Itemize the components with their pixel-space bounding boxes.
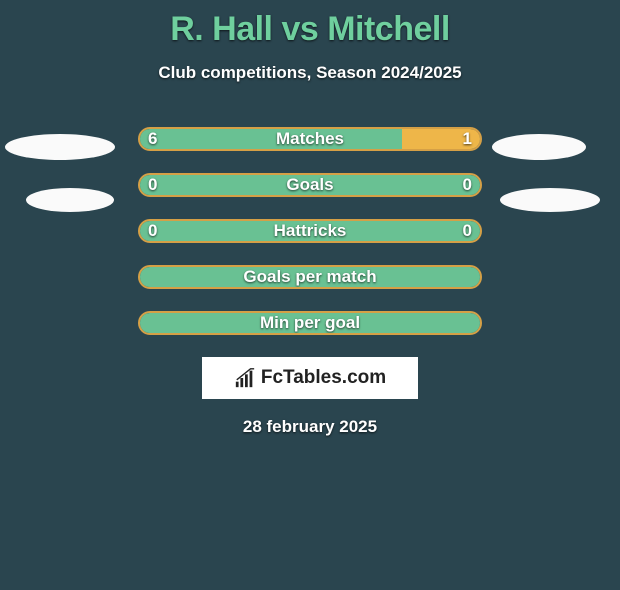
page-subtitle: Club competitions, Season 2024/2025 [0, 63, 620, 83]
player-badge-ellipse [26, 188, 114, 212]
logo: FcTables.com [234, 367, 386, 389]
logo-text: FcTables.com [261, 367, 386, 389]
stat-bar: Min per goal [138, 311, 482, 335]
stat-value-right: 1 [463, 127, 472, 151]
stat-value-left: 6 [148, 127, 157, 151]
stat-bar: Goals [138, 173, 482, 197]
logo-box: FcTables.com [202, 357, 418, 399]
player-badge-ellipse [5, 134, 115, 160]
stat-value-left: 0 [148, 173, 157, 197]
player-badge-ellipse [492, 134, 586, 160]
stat-row: Min per goal [0, 311, 620, 335]
date-text: 28 february 2025 [0, 417, 620, 437]
stat-bar-left [140, 313, 480, 333]
stat-value-right: 0 [463, 219, 472, 243]
bars-icon [234, 367, 256, 389]
stat-bar-left [140, 129, 402, 149]
player-badge-ellipse [500, 188, 600, 212]
stat-bar: Matches [138, 127, 482, 151]
stat-row: Goals per match [0, 265, 620, 289]
stat-bar-left [140, 221, 480, 241]
stat-value-left: 0 [148, 219, 157, 243]
stat-row: Hattricks0 0 [0, 219, 620, 243]
stat-bar: Hattricks [138, 219, 482, 243]
stat-bar: Goals per match [138, 265, 482, 289]
page-title: R. Hall vs Mitchell [0, 10, 620, 49]
stat-bar-left [140, 267, 480, 287]
stat-value-right: 0 [463, 173, 472, 197]
stat-bar-left [140, 175, 480, 195]
